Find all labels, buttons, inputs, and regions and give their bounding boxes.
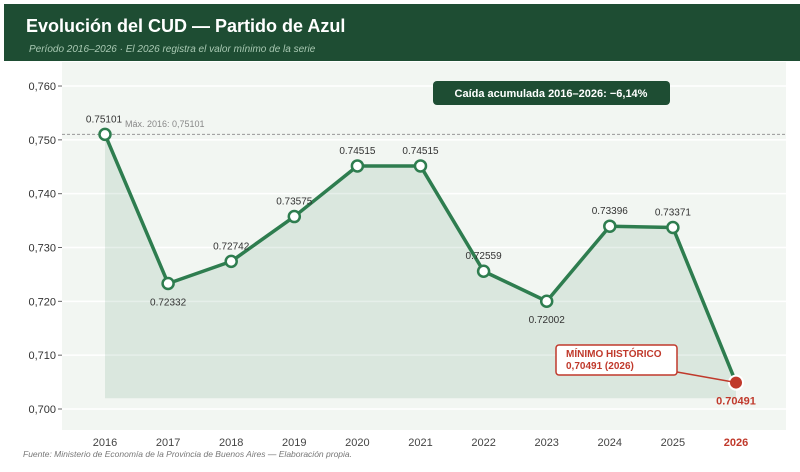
data-point [413,159,428,173]
chart-title: Evolución del CUD — Partido de Azul [26,16,346,36]
data-point [98,127,112,142]
cumulative-drop-badge [433,81,670,105]
y-tick-label: 0,720 [28,296,56,308]
x-tick-label: 2026 [724,437,748,449]
min-callout-title: MÍNIMO HISTÓRICO [566,347,662,360]
chart-subtitle: Período 2016–2026 · El 2026 registra el … [29,44,316,55]
data-label: 0.70491 [716,396,756,408]
data-point [476,264,491,278]
data-point [224,254,238,269]
min-point [728,374,744,391]
data-label: 0.72559 [466,251,503,262]
data-point [287,209,302,224]
max-reference-label: Máx. 2016: 0,75101 [125,119,205,129]
data-point [350,159,365,173]
callout-connector [676,371,734,383]
data-label: 0.72332 [150,297,187,308]
x-tick-label: 2017 [156,437,180,449]
y-tick-label: 0,730 [28,243,56,255]
data-label: 0.73371 [655,208,692,219]
data-label: 0.73575 [276,197,313,208]
min-callout-value: 0,70491 (2026) [566,361,634,372]
x-tick-label: 2024 [598,437,622,449]
data-point [603,219,617,233]
x-tick-label: 2020 [345,437,369,449]
data-label: 0.74515 [339,146,376,157]
y-tick-label: 0,750 [28,135,56,147]
x-tick-label: 2025 [661,437,685,449]
chart-header: Evolución del CUD — Partido de Azul Perí… [4,4,800,61]
min-callout-box [555,344,678,376]
x-tick-label: 2019 [282,437,306,449]
data-label: 0.72002 [529,315,566,326]
y-tick-label: 0,700 [28,404,56,416]
data-label: 0.74515 [402,146,439,157]
area-fill [105,134,736,399]
data-label: 0.75101 [86,114,123,125]
data-point [666,220,680,235]
x-tick-label: 2018 [219,437,243,449]
x-tick-label: 2021 [408,437,432,449]
y-tick-label: 0,760 [28,81,56,93]
data-point [539,294,554,308]
data-point [161,276,175,291]
x-tick-label: 2023 [534,437,558,449]
data-label: 0.72742 [213,241,250,252]
x-tick-label: 2016 [93,437,117,449]
y-tick-label: 0,710 [28,350,56,362]
y-tick-label: 0,740 [28,189,56,201]
cumulative-drop-text: Caída acumulada 2016–2026: −6,14% [455,88,648,100]
x-tick-label: 2022 [471,437,495,449]
data-label: 0.73396 [592,206,629,217]
source-note: Fuente: Ministerio de Economía de la Pro… [23,449,353,459]
